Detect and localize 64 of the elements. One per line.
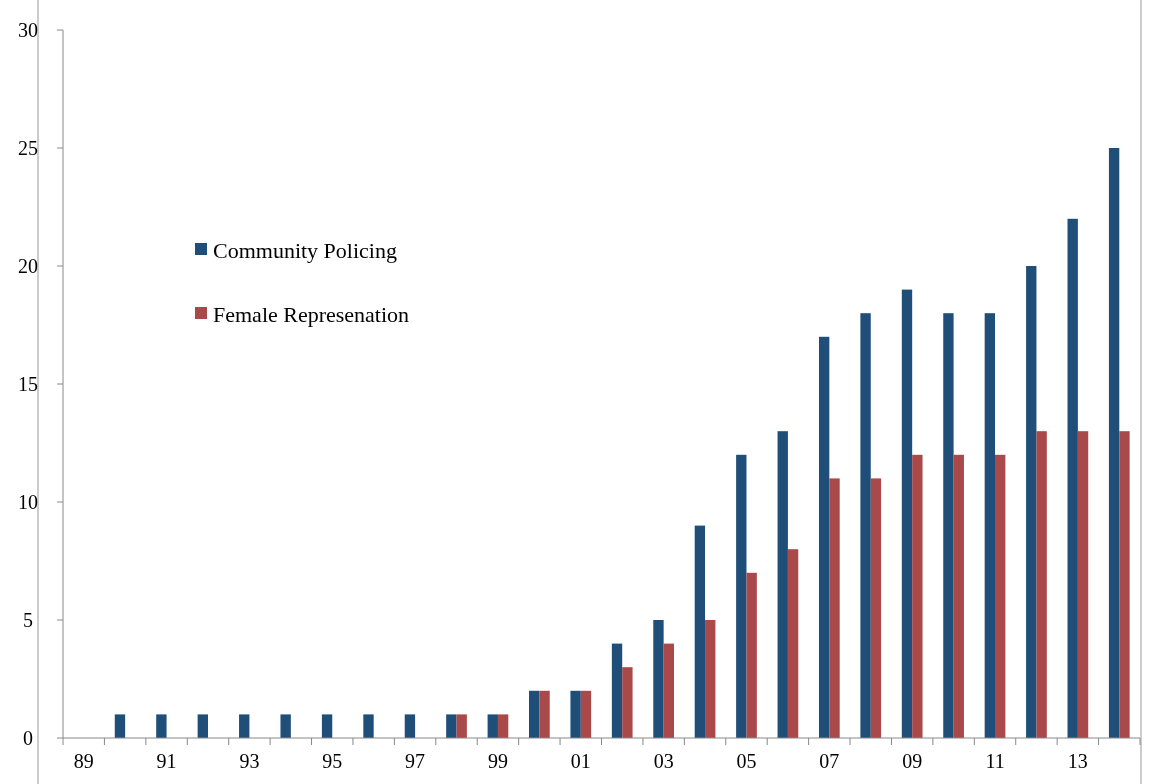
bar <box>829 478 840 738</box>
bar <box>943 313 954 738</box>
y-tick-label: 20 <box>18 255 38 277</box>
legend-label: Female Represenation <box>213 301 410 327</box>
bar <box>694 525 706 738</box>
y-tick-label: 25 <box>18 137 38 159</box>
bar <box>456 714 467 738</box>
x-tick-label: 03 <box>653 750 674 772</box>
bar <box>912 454 923 738</box>
y-tick-label: 15 <box>18 373 38 395</box>
bar <box>497 714 509 738</box>
bar <box>156 714 167 738</box>
bar <box>746 572 757 738</box>
bar <box>984 313 996 738</box>
bar <box>1026 266 1037 738</box>
y-tick-label: 30 <box>18 19 38 41</box>
bar <box>363 714 374 738</box>
x-tick-label: 09 <box>902 750 923 772</box>
bar <box>239 714 250 738</box>
bar <box>995 454 1006 738</box>
x-tick-label: 91 <box>156 750 177 772</box>
bar <box>663 643 674 738</box>
x-tick-label: 11 <box>985 750 1005 772</box>
bar <box>622 667 633 738</box>
bar <box>321 714 333 738</box>
x-tick-label: 13 <box>1067 750 1088 772</box>
bar <box>787 549 799 738</box>
bar <box>611 643 623 738</box>
bar <box>1036 431 1047 738</box>
bar <box>1108 148 1120 738</box>
bar <box>818 336 830 738</box>
legend-label: Community Policing <box>213 237 397 263</box>
x-tick-label: 99 <box>487 750 508 772</box>
bar <box>114 714 126 738</box>
bar <box>580 690 592 738</box>
bar <box>901 289 913 738</box>
bar <box>705 620 716 738</box>
bar <box>529 690 540 738</box>
x-tick-label: 97 <box>405 750 426 772</box>
x-tick-label: 07 <box>819 750 840 772</box>
bar <box>1077 431 1089 738</box>
bar <box>539 690 550 738</box>
bar <box>953 454 964 738</box>
bar <box>777 431 788 738</box>
x-tick-label: 01 <box>570 750 591 772</box>
x-tick-label: 05 <box>736 750 757 772</box>
x-tick-label: 89 <box>73 750 94 772</box>
y-tick-label: 0 <box>23 727 33 749</box>
bar <box>870 478 882 738</box>
x-tick-label: 93 <box>239 750 260 772</box>
bar <box>653 620 664 738</box>
bar <box>736 454 747 738</box>
bar <box>1067 218 1078 738</box>
bar <box>280 714 291 738</box>
y-tick-label: 10 <box>18 491 38 513</box>
y-tick-label: 5 <box>23 609 33 631</box>
bar <box>197 714 208 738</box>
bar <box>404 714 416 738</box>
bar <box>570 690 581 738</box>
bar <box>446 714 457 738</box>
x-tick-label: 95 <box>322 750 343 772</box>
bar <box>487 714 498 738</box>
bar <box>860 313 871 738</box>
bar <box>1119 431 1130 738</box>
